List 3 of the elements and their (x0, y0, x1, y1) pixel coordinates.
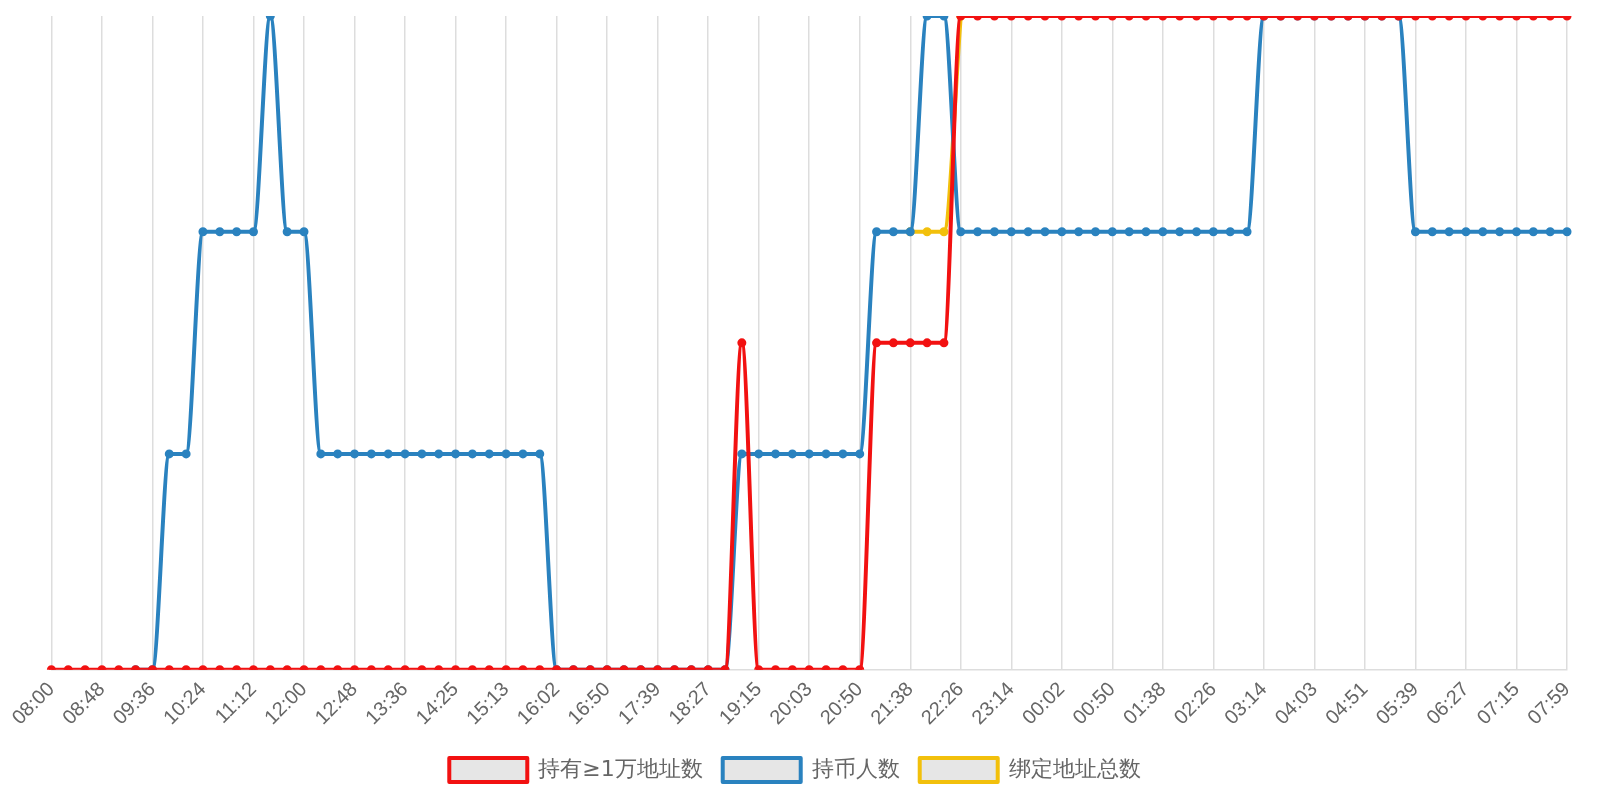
legend-label: 持币人数 (811, 755, 900, 781)
legend-label: 绑定地址总数 (1008, 755, 1141, 781)
legend-label: 持有≥1万地址数 (538, 755, 703, 781)
